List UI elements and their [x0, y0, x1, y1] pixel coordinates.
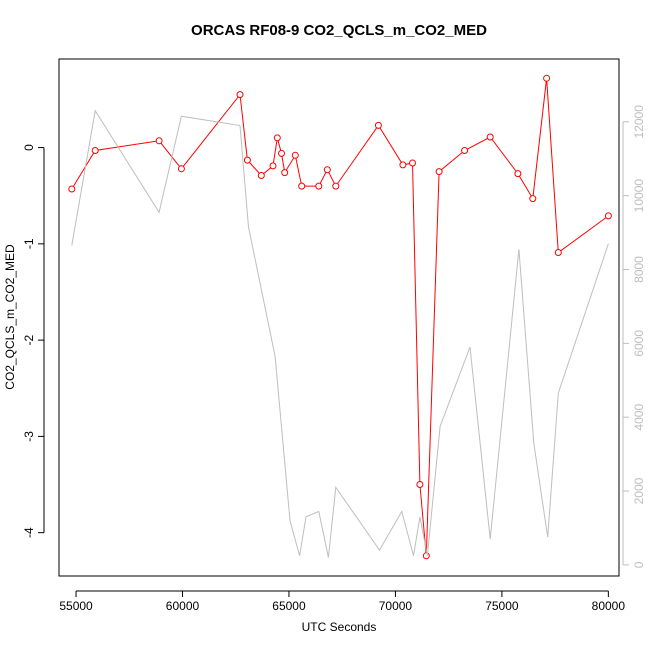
y-tick-label-1: -3: [22, 431, 36, 442]
y2-tick-label-4: 8000: [632, 256, 646, 283]
series-0-point-22: [461, 147, 469, 154]
series-0-point-12: [298, 182, 306, 190]
series-0-point-27: [554, 249, 562, 256]
series-0-point-19: [416, 481, 424, 488]
y2-tick-label-5: 10000: [632, 179, 646, 213]
series-0-point-28: [604, 212, 612, 220]
y2-tick-label-0: 0: [632, 561, 646, 568]
y-tick-label-3: -1: [22, 238, 36, 249]
y-axis-label: CO2_QCLS_m_CO2_MED: [3, 244, 17, 390]
y-tick-label-2: -2: [22, 334, 36, 345]
series-0-point-23: [486, 133, 494, 141]
series-1-line: [71, 109, 609, 558]
series-0-point-4: [236, 91, 244, 99]
series-0-point-8: [273, 134, 281, 142]
x-tick-label-4: 75000: [485, 599, 519, 613]
series-0-point-26: [543, 74, 551, 82]
series-0-point-17: [399, 161, 407, 169]
series-0-point-5: [243, 156, 251, 164]
y-tick-label-0: -4: [22, 527, 36, 538]
series-0-point-2: [155, 137, 163, 145]
series-0-point-14: [323, 166, 331, 174]
series-0-point-16: [374, 121, 382, 129]
series-0-point-11: [291, 151, 299, 159]
series-0-point-24: [514, 170, 522, 178]
series-0-point-25: [529, 195, 537, 203]
x-tick-label-0: 55000: [59, 599, 93, 613]
y2-tick-label-2: 4000: [632, 404, 646, 431]
series-0-point-10: [281, 169, 289, 177]
y2-tick-label-6: 12000: [632, 105, 646, 139]
series-0-point-15: [332, 182, 340, 190]
series-0-point-18: [409, 159, 416, 167]
series-0-point-13: [315, 182, 323, 190]
series-0-point-3: [177, 165, 185, 173]
series-0-point-9: [278, 149, 285, 157]
x-tick-label-3: 70000: [379, 599, 413, 613]
plot-layer: 55000 60000 65000 70000 75000 80000 -4 -3 -2 -1 0 0…: [22, 74, 646, 613]
series-0-point-20: [422, 552, 430, 560]
x-tick-label-1: 60000: [166, 599, 200, 613]
series-0-point-6: [257, 172, 265, 179]
plot-frame: [58, 58, 620, 577]
series-0-point-21: [435, 168, 443, 176]
y2-tick-label-3: 6000: [632, 330, 646, 357]
series-0-point-7: [269, 162, 277, 170]
series-0-point-1: [91, 147, 99, 154]
x-tick-label-2: 65000: [272, 599, 306, 613]
y2-tick-label-1: 2000: [632, 477, 646, 504]
x-tick-label-5: 80000: [592, 599, 626, 613]
x-axis-label: UTC Seconds: [302, 620, 377, 634]
chart-title: ORCAS RF08-9 CO2_QCLS_m_CO2_MED: [191, 22, 487, 39]
series-0-point-0: [68, 185, 76, 193]
y-tick-label-4: 0: [22, 144, 36, 151]
